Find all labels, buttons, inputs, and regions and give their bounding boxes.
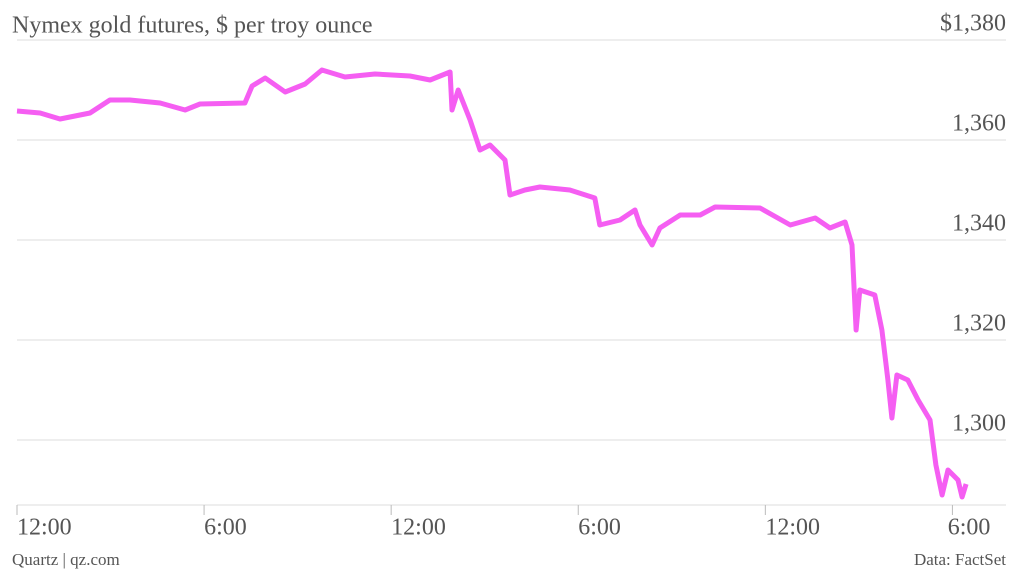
y-tick-label: 1,300	[952, 411, 1006, 437]
x-tick-label: 12:00	[765, 515, 820, 541]
y-tick-label: 1,320	[952, 311, 1006, 337]
y-tick-label: 1,360	[952, 111, 1006, 137]
credit: Quartz | qz.com	[12, 550, 120, 569]
source: Data: FactSet	[914, 550, 1006, 569]
x-tick-label: 12:00	[391, 515, 446, 541]
chart-title: Nymex gold futures, $ per troy ounce	[12, 13, 373, 39]
line	[16, 67, 969, 500]
y-tick-label: $1,380	[940, 11, 1006, 37]
y-tick-label: 1,340	[952, 211, 1006, 237]
x-tick-label: 6:00	[578, 515, 621, 541]
x-tick-label: 12:00	[17, 515, 72, 541]
x-tick-label: 6:00	[204, 515, 247, 541]
x-tick-label: 6:00	[948, 515, 991, 541]
